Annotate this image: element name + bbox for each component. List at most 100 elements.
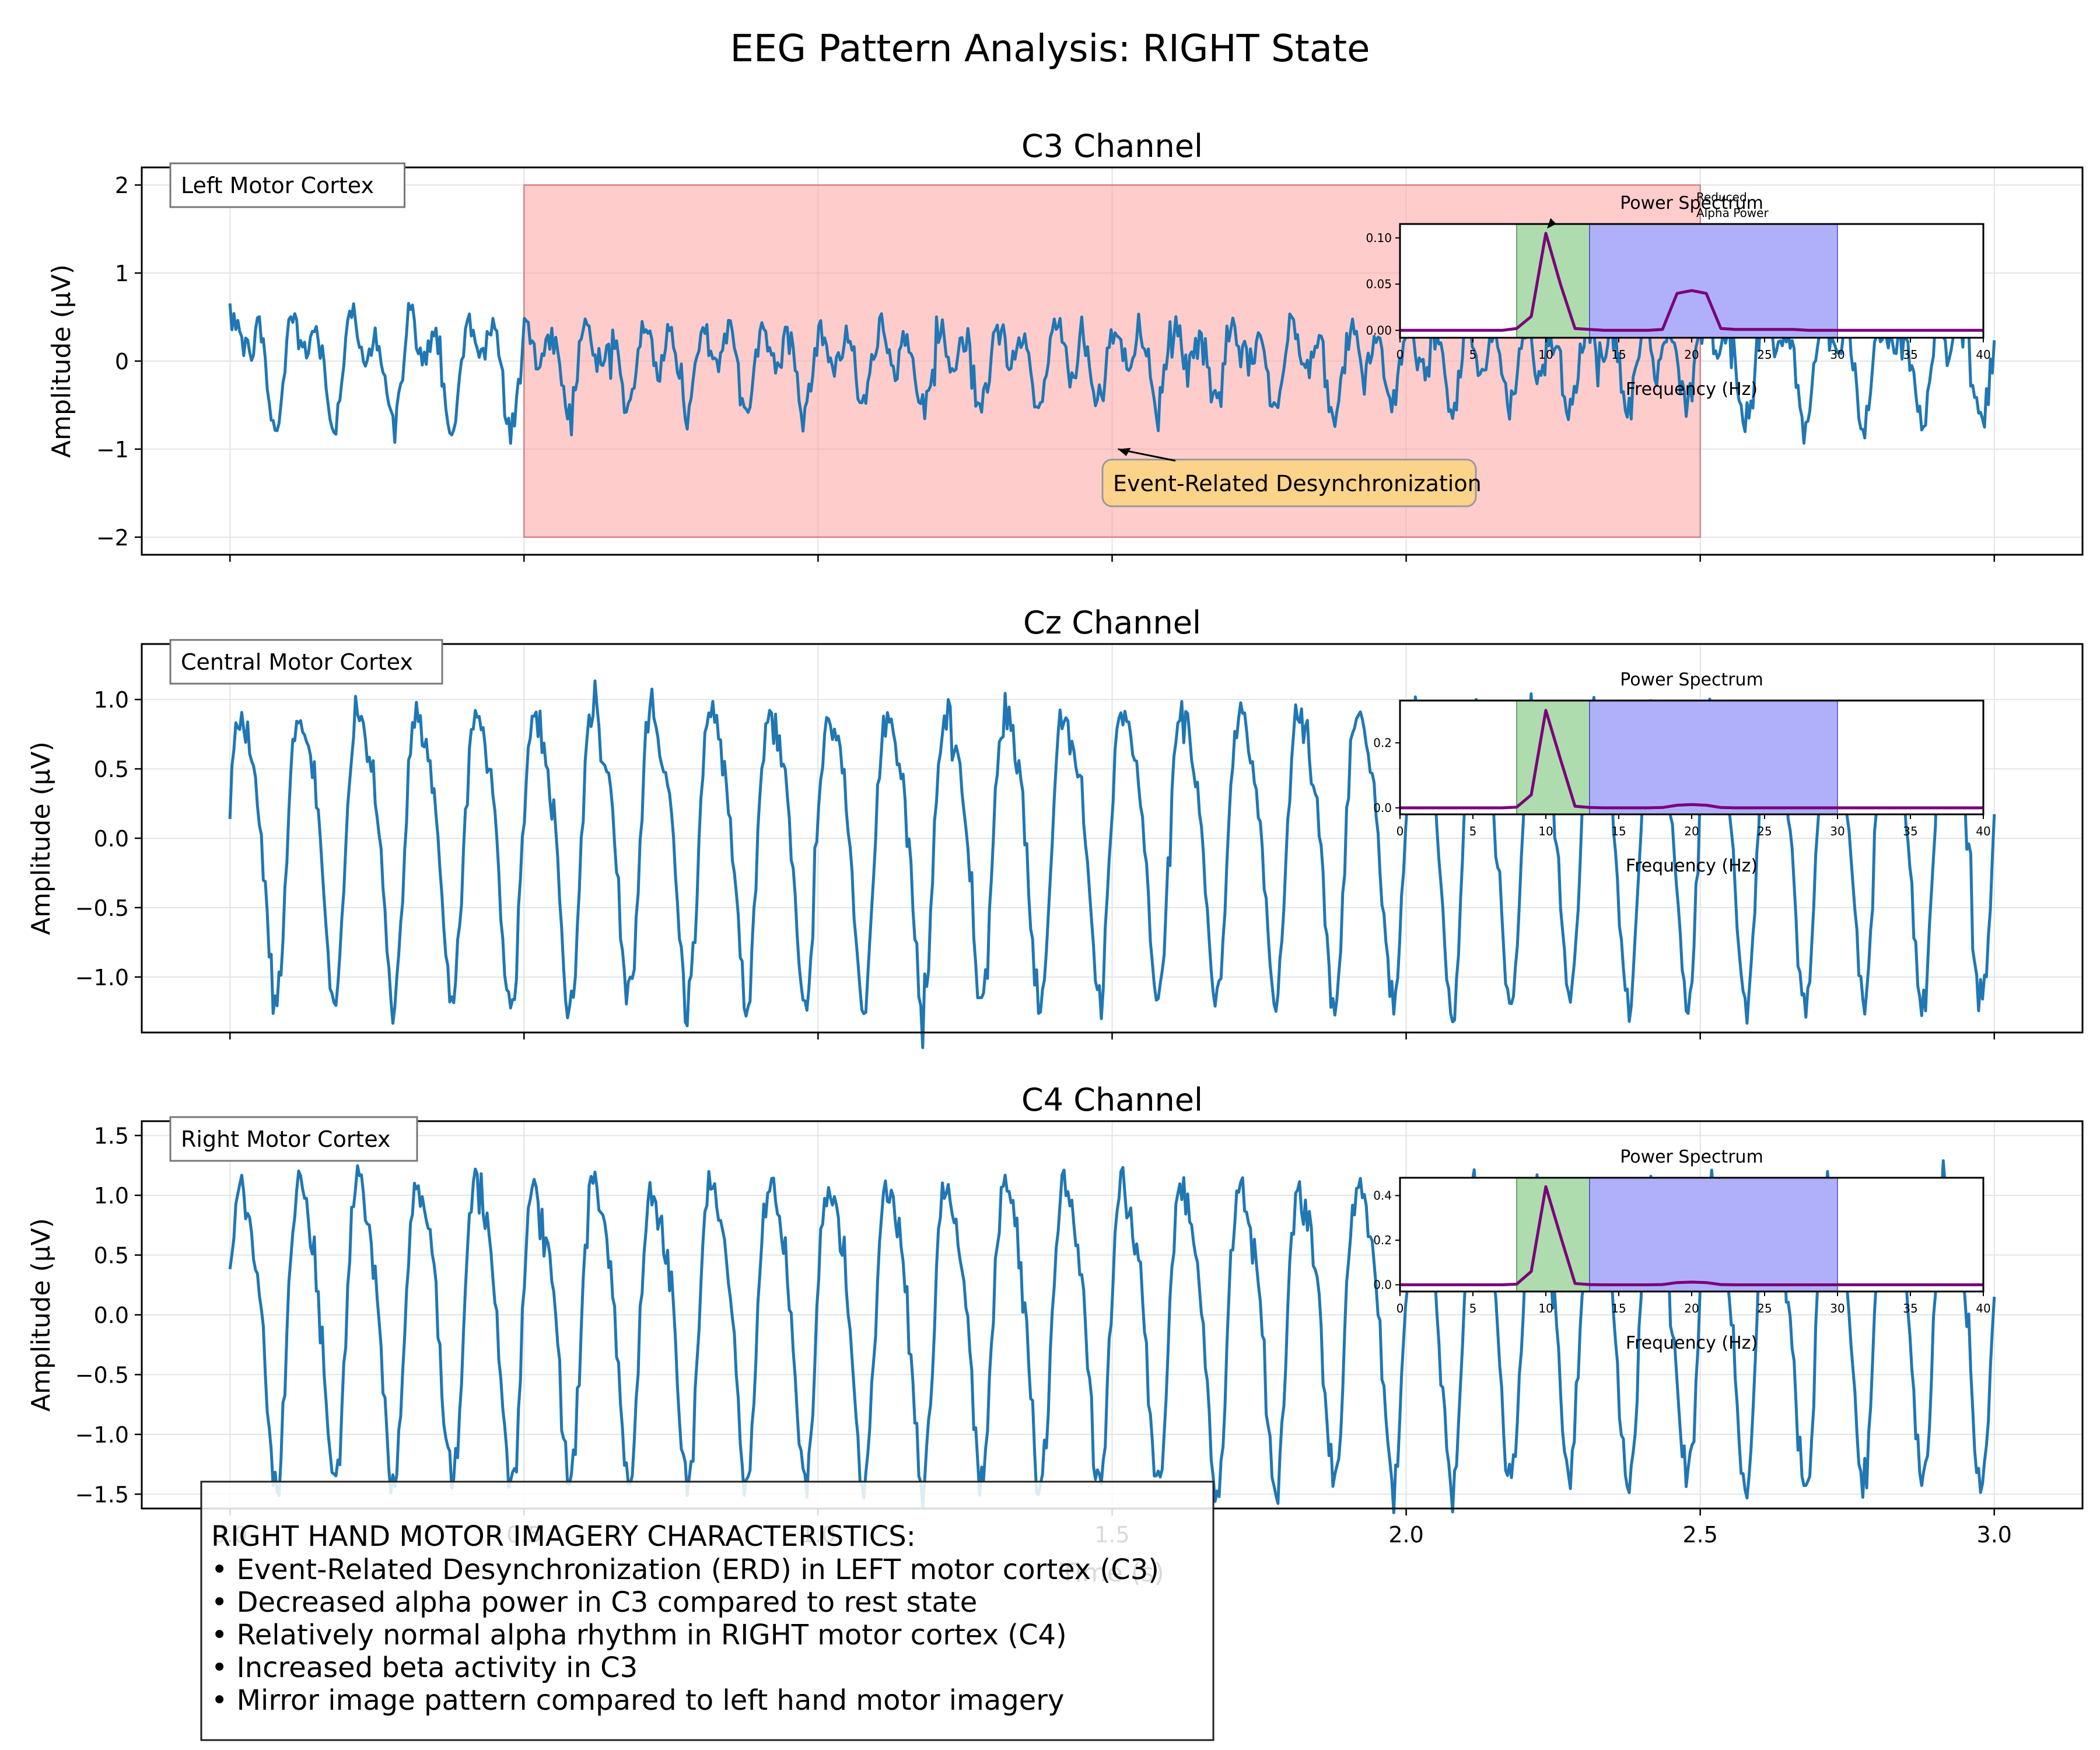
inset-x-tick-label: 35 xyxy=(1903,824,1917,838)
inset-x-axis-label: Frequency (Hz) xyxy=(1626,379,1758,400)
region-label-box xyxy=(169,639,443,685)
inset-x-tick-label: 15 xyxy=(1611,1301,1626,1315)
info-line-3: • Relatively normal alpha rhythm in RIGH… xyxy=(211,1619,1067,1651)
inset-x-axis-label: Frequency (Hz) xyxy=(1626,1333,1758,1353)
info-line-4: • Increased beta activity in C3 xyxy=(211,1651,638,1684)
y-axis-label: Amplitude (µV) xyxy=(47,264,76,458)
inset-x-tick-label: 10 xyxy=(1538,824,1553,838)
y-axis-label: Amplitude (µV) xyxy=(26,741,56,935)
panel-title: C4 Channel xyxy=(1021,1082,1203,1118)
beta-band-region xyxy=(1589,223,1838,338)
panel-title: Cz Channel xyxy=(1023,604,1201,641)
inset-x-tick-label: 0 xyxy=(1396,348,1404,362)
y-tick-label: 0.0 xyxy=(94,826,129,852)
panel-1: −2 −1 0 1 2 C3 Channel Amplitude (µV) Left Moto… xyxy=(47,128,2084,562)
region-label: Left Motor Cortex xyxy=(181,173,374,198)
panel-title: C3 Channel xyxy=(1021,128,1203,164)
inset-x-axis-label: Frequency (Hz) xyxy=(1626,856,1758,876)
inset-x-tick-label: 20 xyxy=(1684,1301,1699,1315)
inset-x-tick-label: 5 xyxy=(1469,1301,1477,1315)
y-tick-label: −1.5 xyxy=(75,1482,129,1507)
inset-x-tick-label: 10 xyxy=(1538,348,1553,362)
y-tick-label: 0 xyxy=(115,349,129,374)
y-tick-label: 1.0 xyxy=(94,687,129,713)
inset-y-tick-label: 0.2 xyxy=(1373,736,1392,750)
inset-x-tick-label: 20 xyxy=(1684,348,1699,362)
region-label: Right Motor Cortex xyxy=(181,1126,391,1152)
inset-x-tick-label: 35 xyxy=(1903,348,1917,362)
x-tick-label: 2.5 xyxy=(1682,1522,1717,1548)
x-tick-label: 2.0 xyxy=(1388,1522,1423,1548)
channel-panels: −2 −1 0 1 2 C3 Channel Amplitude (µV) Left Moto… xyxy=(26,128,2084,1588)
y-tick-label: 2 xyxy=(115,173,129,198)
power-spectrum-inset: 0 5 10 15 20 25 30 35 40 0.0 0.2 0.4 Power Spectrum F… xyxy=(1373,1147,1991,1353)
inset-x-tick-label: 40 xyxy=(1976,1301,1990,1315)
inset-x-tick-label: 15 xyxy=(1611,824,1626,838)
info-box-frame xyxy=(200,1480,1214,1741)
power-spectrum-inset: 0 5 10 15 20 25 30 35 40 0.0 0.2 Power Spectrum Freq… xyxy=(1373,670,1991,876)
y-tick-label: −0.5 xyxy=(75,895,129,921)
beta-band-region xyxy=(1589,1177,1838,1292)
inset-x-tick-label: 0 xyxy=(1396,1301,1404,1315)
info-line-2: • Decreased alpha power in C3 compared t… xyxy=(211,1586,977,1619)
erd-annotation-text: Event-Related Desynchronization xyxy=(1113,471,1482,496)
y-tick-label: −1 xyxy=(96,437,129,463)
figure-title: EEG Pattern Analysis: RIGHT State xyxy=(730,27,1370,71)
y-tick-label: 1 xyxy=(115,261,129,286)
inset-y-tick-label: 0.0 xyxy=(1373,801,1392,815)
y-tick-label: 1.5 xyxy=(94,1124,129,1149)
y-tick-label: 0.0 xyxy=(94,1303,129,1328)
region-label: Central Motor Cortex xyxy=(181,649,413,675)
inset-x-tick-label: 40 xyxy=(1976,348,1990,362)
inset-y-tick-label: 0.00 xyxy=(1366,323,1392,337)
inset-y-tick-label: 0.2 xyxy=(1373,1233,1392,1247)
panel-2: −1.0 −0.5 0.0 0.5 1.0 Cz Channel Amplitude (µV… xyxy=(26,604,2084,1049)
erd-annotation-box xyxy=(1101,459,1477,508)
inset-x-tick-label: 25 xyxy=(1757,824,1772,838)
inset-annotation-arrowhead xyxy=(1547,218,1556,229)
power-spectrum-line xyxy=(1400,232,1983,332)
y-tick-label: −0.5 xyxy=(75,1362,129,1388)
inset-x-tick-label: 30 xyxy=(1830,348,1845,362)
inset-annotation-line-1: Reduced xyxy=(1696,190,1747,204)
inset-x-tick-label: 25 xyxy=(1757,348,1772,362)
power-spectrum-line xyxy=(1400,1185,1983,1286)
inset-x-tick-label: 15 xyxy=(1611,348,1626,362)
inset-title: Power Spectrum xyxy=(1620,670,1763,690)
inset-x-tick-label: 40 xyxy=(1976,824,1990,838)
inset-x-tick-label: 30 xyxy=(1830,824,1845,838)
info-box: RIGHT HAND MOTOR IMAGERY CHARACTERISTICS… xyxy=(200,1480,1214,1741)
beta-band-region xyxy=(1589,700,1838,815)
info-box-heading: RIGHT HAND MOTOR IMAGERY CHARACTERISTICS… xyxy=(211,1520,916,1553)
inset-x-tick-label: 0 xyxy=(1396,824,1404,838)
inset-x-tick-label: 35 xyxy=(1903,1301,1917,1315)
y-tick-label: −2 xyxy=(96,525,129,551)
y-tick-label: 0.5 xyxy=(94,1243,129,1269)
inset-x-tick-label: 30 xyxy=(1830,1301,1845,1315)
erd-annotation-arrowhead xyxy=(1118,447,1131,456)
y-tick-label: −1.0 xyxy=(75,965,129,991)
inset-x-tick-label: 20 xyxy=(1684,824,1699,838)
power-spectrum-inset: 0 5 10 15 20 25 30 35 40 0.00 0.05 0.10 Power Spectr… xyxy=(1366,190,1990,400)
inset-title: Power Spectrum xyxy=(1620,193,1763,214)
info-line-5: • Mirror image pattern compared to left … xyxy=(211,1684,1064,1717)
y-tick-label: 0.5 xyxy=(94,757,129,782)
inset-title: Power Spectrum xyxy=(1620,1147,1763,1167)
inset-x-tick-label: 10 xyxy=(1538,1301,1553,1315)
power-spectrum-line xyxy=(1400,709,1983,810)
inset-x-tick-label: 5 xyxy=(1469,348,1477,362)
inset-y-tick-label: 0.05 xyxy=(1366,277,1392,291)
inset-x-tick-label: 25 xyxy=(1757,1301,1772,1315)
y-axis-label: Amplitude (µV) xyxy=(26,1218,56,1412)
panel-3: −1.5−1.0−0.50.00.51.01.50.00.51.01.52.02… xyxy=(26,1082,2084,1588)
inset-x-tick-label: 5 xyxy=(1469,824,1477,838)
region-label-box xyxy=(169,1116,418,1162)
inset-y-tick-label: 0.0 xyxy=(1373,1278,1392,1292)
inset-y-tick-label: 0.10 xyxy=(1366,231,1392,245)
y-tick-label: 1.0 xyxy=(94,1183,129,1209)
x-tick-label: 3.0 xyxy=(1977,1522,2012,1548)
inset-y-tick-label: 0.4 xyxy=(1373,1189,1392,1203)
inset-annotation-line-2: Alpha Power xyxy=(1696,206,1769,220)
region-label-box xyxy=(169,162,405,208)
